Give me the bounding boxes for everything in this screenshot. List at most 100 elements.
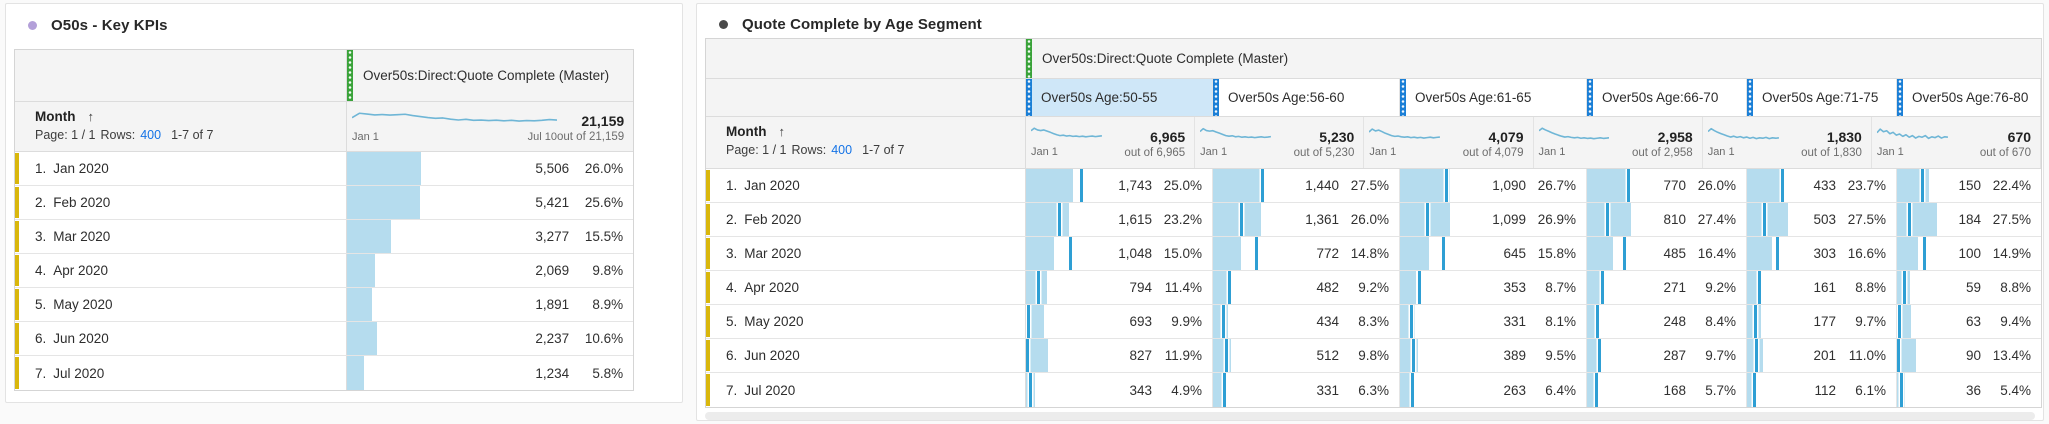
metric-value-cell[interactable]: 36 5.4% — [1897, 373, 2041, 407]
metric-value-cell[interactable]: 2,237 10.6% — [347, 322, 633, 355]
segment-column-header[interactable]: Over50s Age:50-55 — [1026, 79, 1213, 116]
metric-value-cell[interactable]: 810 27.4% — [1587, 203, 1747, 236]
table-row[interactable]: 6. Jun 2020 2,237 10.6% — [15, 322, 634, 356]
segment-column-header[interactable]: Over50s Age:66-70 — [1587, 79, 1747, 116]
metric-value-cell[interactable]: 2,069 9.8% — [347, 254, 633, 287]
segment-column-header[interactable]: Over50s Age:56-60 — [1213, 79, 1400, 116]
table-row[interactable]: 5. May 2020 1,891 8.9% — [15, 288, 634, 322]
row-label-cell[interactable]: 5. May 2020 — [15, 288, 347, 321]
table-row[interactable]: 3. Mar 2020 3,277 15.5% — [15, 220, 634, 254]
dimension-header-label[interactable]: Month — [726, 124, 767, 139]
segment-column-header[interactable]: Over50s Age:71-75 — [1747, 79, 1897, 116]
metric-value-cell[interactable]: 100 14.9% — [1897, 237, 2041, 270]
metric-value-cell[interactable]: 503 27.5% — [1747, 203, 1897, 236]
metric-value-cell[interactable]: 645 15.8% — [1400, 237, 1587, 270]
row-label-cell[interactable]: 1. Jan 2020 — [706, 169, 1026, 202]
row-label-cell[interactable]: 5. May 2020 — [706, 305, 1026, 338]
drag-handle-icon[interactable] — [1747, 79, 1753, 116]
table-row[interactable]: 2. Feb 2020 5,421 25.6% — [15, 186, 634, 220]
metric-value-cell[interactable]: 343 4.9% — [1026, 373, 1213, 407]
row-label-cell[interactable]: 1. Jan 2020 — [15, 152, 347, 185]
table-row[interactable]: 5. May 2020 693 9.9% 434 8.3% 331 8.1% 248 8.4% 17… — [706, 305, 2041, 339]
metric-value-cell[interactable]: 5,421 25.6% — [347, 186, 633, 219]
drag-handle-icon[interactable] — [1400, 79, 1406, 116]
metric-value-cell[interactable]: 1,615 23.2% — [1026, 203, 1213, 236]
metric-value-cell[interactable]: 201 11.0% — [1747, 339, 1897, 372]
metric-value-cell[interactable]: 3,277 15.5% — [347, 220, 633, 253]
drag-handle-icon[interactable] — [1026, 39, 1032, 78]
table-row[interactable]: 6. Jun 2020 827 11.9% 512 9.8% 389 9.5% 287 9.7% 2… — [706, 339, 2041, 373]
metric-value-cell[interactable]: 1,361 26.0% — [1213, 203, 1400, 236]
metric-value-cell[interactable]: 263 6.4% — [1400, 373, 1587, 407]
segment-column-header[interactable]: Over50s Age:61-65 — [1400, 79, 1587, 116]
metric-value-cell[interactable]: 1,743 25.0% — [1026, 169, 1213, 202]
metric-value-cell[interactable]: 161 8.8% — [1747, 271, 1897, 304]
row-label-cell[interactable]: 3. Mar 2020 — [15, 220, 347, 253]
sort-ascending-icon[interactable]: ↑ — [87, 109, 94, 124]
metric-value-cell[interactable]: 1,048 15.0% — [1026, 237, 1213, 270]
metric-value-cell[interactable]: 1,099 26.9% — [1400, 203, 1587, 236]
metric-value-cell[interactable]: 485 16.4% — [1587, 237, 1747, 270]
row-label-cell[interactable]: 4. Apr 2020 — [15, 254, 347, 287]
dimension-header-cell[interactable]: Month ↑ Page: 1 / 1 Rows: 400 1-7 of 7 — [706, 117, 1026, 168]
sort-ascending-icon[interactable]: ↑ — [778, 124, 785, 139]
drag-handle-icon[interactable] — [347, 50, 353, 101]
metric-value-cell[interactable]: 5,506 26.0% — [347, 152, 633, 185]
metric-value-cell[interactable]: 1,440 27.5% — [1213, 169, 1400, 202]
table-row[interactable]: 4. Apr 2020 794 11.4% 482 9.2% 353 8.7% 271 9.2% 1… — [706, 271, 2041, 305]
metric-column-header[interactable]: Over50s:Direct:Quote Complete (Master) — [347, 50, 633, 101]
dimension-header-cell[interactable]: Month ↑ Page: 1 / 1 Rows: 400 1-7 of 7 — [15, 102, 347, 151]
drag-handle-icon[interactable] — [1213, 79, 1219, 116]
row-label-cell[interactable]: 2. Feb 2020 — [706, 203, 1026, 236]
table-row[interactable]: 7. Jul 2020 1,234 5.8% — [15, 356, 634, 390]
metric-value-cell[interactable]: 168 5.7% — [1587, 373, 1747, 407]
metric-value-cell[interactable]: 90 13.4% — [1897, 339, 2041, 372]
metric-value-cell[interactable]: 248 8.4% — [1587, 305, 1747, 338]
metric-value-cell[interactable]: 353 8.7% — [1400, 271, 1587, 304]
metric-value-cell[interactable]: 772 14.8% — [1213, 237, 1400, 270]
row-label-cell[interactable]: 4. Apr 2020 — [706, 271, 1026, 304]
metric-value-cell[interactable]: 827 11.9% — [1026, 339, 1213, 372]
metric-value-cell[interactable]: 331 6.3% — [1213, 373, 1400, 407]
metric-value-cell[interactable]: 63 9.4% — [1897, 305, 2041, 338]
row-label-cell[interactable]: 6. Jun 2020 — [15, 322, 347, 355]
drag-handle-icon[interactable] — [1897, 79, 1903, 116]
table-row[interactable]: 4. Apr 2020 2,069 9.8% — [15, 254, 634, 288]
rows-per-page-link[interactable]: 400 — [140, 128, 162, 142]
metric-value-cell[interactable]: 794 11.4% — [1026, 271, 1213, 304]
dimension-header-label[interactable]: Month — [35, 109, 76, 124]
metric-value-cell[interactable]: 434 8.3% — [1213, 305, 1400, 338]
table-row[interactable]: 2. Feb 2020 1,615 23.2% 1,361 26.0% 1,099 26.9%… — [706, 203, 2041, 237]
metric-value-cell[interactable]: 271 9.2% — [1587, 271, 1747, 304]
metric-value-cell[interactable]: 303 16.6% — [1747, 237, 1897, 270]
row-label-cell[interactable]: 2. Feb 2020 — [15, 186, 347, 219]
horizontal-scrollbar[interactable] — [705, 412, 2035, 420]
drag-handle-icon[interactable] — [1026, 79, 1032, 116]
metric-value-cell[interactable]: 433 23.7% — [1747, 169, 1897, 202]
metric-value-cell[interactable]: 389 9.5% — [1400, 339, 1587, 372]
metric-value-cell[interactable]: 59 8.8% — [1897, 271, 2041, 304]
row-label-cell[interactable]: 7. Jul 2020 — [15, 356, 347, 390]
metric-value-cell[interactable]: 287 9.7% — [1587, 339, 1747, 372]
metric-value-cell[interactable]: 482 9.2% — [1213, 271, 1400, 304]
metric-column-header[interactable]: Over50s:Direct:Quote Complete (Master) — [1026, 39, 2041, 78]
table-row[interactable]: 1. Jan 2020 5,506 26.0% — [15, 152, 634, 186]
metric-value-cell[interactable]: 150 22.4% — [1897, 169, 2041, 202]
metric-value-cell[interactable]: 1,891 8.9% — [347, 288, 633, 321]
drag-handle-icon[interactable] — [1587, 79, 1593, 116]
metric-value-cell[interactable]: 331 8.1% — [1400, 305, 1587, 338]
table-row[interactable]: 7. Jul 2020 343 4.9% 331 6.3% 263 6.4% 168 5.7% 11… — [706, 373, 2041, 407]
table-row[interactable]: 3. Mar 2020 1,048 15.0% 772 14.8% 645 15.8% 485 1… — [706, 237, 2041, 271]
table-row[interactable]: 1. Jan 2020 1,743 25.0% 1,440 27.5% 1,090 26.7%… — [706, 169, 2041, 203]
segment-column-header[interactable]: Over50s Age:76-80 — [1897, 79, 2041, 116]
metric-value-cell[interactable]: 693 9.9% — [1026, 305, 1213, 338]
metric-value-cell[interactable]: 512 9.8% — [1213, 339, 1400, 372]
row-label-cell[interactable]: 7. Jul 2020 — [706, 373, 1026, 407]
row-label-cell[interactable]: 6. Jun 2020 — [706, 339, 1026, 372]
rows-per-page-link[interactable]: 400 — [831, 143, 853, 157]
row-label-cell[interactable]: 3. Mar 2020 — [706, 237, 1026, 270]
metric-value-cell[interactable]: 112 6.1% — [1747, 373, 1897, 407]
metric-value-cell[interactable]: 1,234 5.8% — [347, 356, 633, 390]
metric-value-cell[interactable]: 770 26.0% — [1587, 169, 1747, 202]
metric-value-cell[interactable]: 184 27.5% — [1897, 203, 2041, 236]
